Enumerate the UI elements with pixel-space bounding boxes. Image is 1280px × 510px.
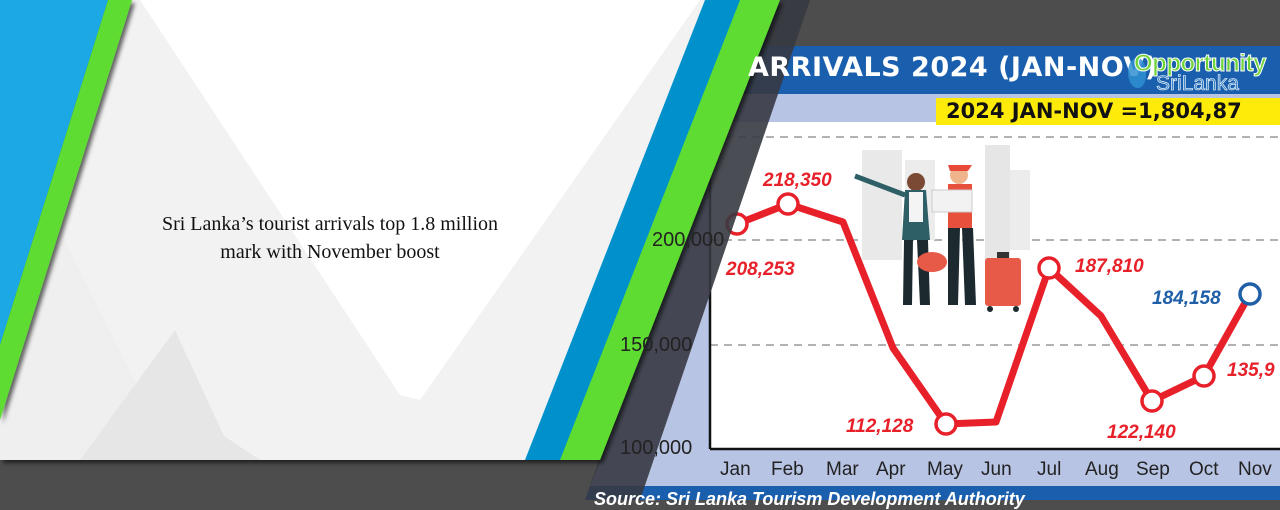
x-tick-sep: Sep bbox=[1136, 459, 1170, 480]
y-tick-100000: 100,000 bbox=[620, 437, 693, 459]
x-tick-jan: Jan bbox=[720, 459, 751, 480]
tourists-illustration bbox=[854, 145, 1030, 312]
headline-line-2: mark with November boost bbox=[220, 241, 440, 263]
data-point-may bbox=[934, 412, 958, 436]
data-label-sep: 122,140 bbox=[1107, 422, 1176, 443]
data-label-jan: 208,253 bbox=[726, 259, 795, 280]
x-tick-oct: Oct bbox=[1189, 459, 1219, 480]
infographic bbox=[585, 0, 1280, 500]
data-label-may: 112,128 bbox=[846, 416, 914, 437]
data-point-sep bbox=[1140, 389, 1164, 413]
arrivals-line bbox=[735, 200, 1254, 428]
x-tick-nov: Nov bbox=[1238, 459, 1272, 480]
data-point-feb bbox=[776, 192, 800, 216]
x-tick-jun: Jun bbox=[981, 459, 1012, 480]
x-tick-jul: Jul bbox=[1037, 459, 1062, 480]
x-tick-apr: Apr bbox=[876, 459, 906, 480]
headline: Sri Lanka’s tourist arrivals top 1.8 mil… bbox=[110, 210, 550, 266]
data-label-oct: 135,9 bbox=[1227, 360, 1275, 381]
x-tick-aug: Aug bbox=[1085, 459, 1119, 480]
y-tick-150000: 150,000 bbox=[620, 334, 693, 356]
data-point-jul bbox=[1037, 256, 1061, 280]
chart-title: ARRIVALS 2024 (JAN-NOV) bbox=[748, 52, 1158, 83]
logo-text-top: Opportunity bbox=[1134, 50, 1267, 78]
data-label-nov: 184,158 bbox=[1152, 288, 1221, 309]
data-label-feb: 218,350 bbox=[763, 170, 832, 191]
data-point-oct bbox=[1192, 364, 1216, 388]
x-tick-may: May bbox=[927, 459, 963, 480]
opportunity-srilanka-logo: Opportunity SriLanka bbox=[1128, 50, 1280, 100]
data-label-jul: 187,810 bbox=[1075, 256, 1144, 277]
logo-text-bottom: SriLanka bbox=[1156, 72, 1239, 96]
headline-line-1: Sri Lanka’s tourist arrivals top 1.8 mil… bbox=[161, 213, 499, 235]
data-point-nov bbox=[1238, 282, 1262, 306]
x-tick-mar: Mar bbox=[826, 459, 859, 480]
total-badge: 2024 JAN-NOV =1,804,87 bbox=[936, 98, 1280, 125]
x-tick-feb: Feb bbox=[771, 459, 804, 480]
sri-lanka-map-icon bbox=[1128, 58, 1146, 88]
y-tick-200000: 200,000 bbox=[652, 229, 725, 251]
